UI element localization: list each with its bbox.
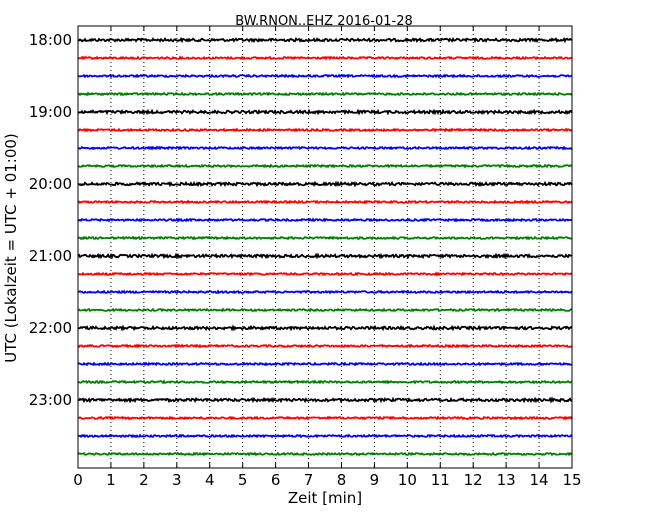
x-tick-label: 12 xyxy=(464,471,483,489)
x-tick-label: 1 xyxy=(106,471,116,489)
x-tick-label: 10 xyxy=(398,471,417,489)
trace-line xyxy=(77,343,573,349)
trace-line xyxy=(77,324,573,332)
vertical-grid xyxy=(110,26,540,468)
chart-title: BW.RNON..EHZ 2016-01-28 xyxy=(235,14,413,29)
trace-line xyxy=(77,235,573,241)
x-tick-label: 2 xyxy=(139,471,149,489)
seismogram-traces xyxy=(77,36,573,457)
x-tick-label: 11 xyxy=(431,471,450,489)
trace-line xyxy=(77,163,573,169)
trace-line xyxy=(77,199,573,205)
trace-line xyxy=(77,73,573,79)
x-tick-label: 9 xyxy=(370,471,380,489)
trace-line xyxy=(77,289,573,295)
x-tick-label: 7 xyxy=(304,471,314,489)
y-axis: 18:00 19:00 20:00 21:00 22:00 23:00 xyxy=(29,31,572,409)
trace-line xyxy=(77,108,573,116)
trace-line xyxy=(77,145,573,151)
trace-line xyxy=(77,415,573,421)
x-tick-label: 14 xyxy=(530,471,549,489)
x-axis: 0 1 2 3 4 5 6 7 8 9 10 11 12 13 14 15 xyxy=(73,26,582,489)
trace-line xyxy=(77,217,573,223)
trace-line xyxy=(77,180,573,188)
y-tick-label: 20:00 xyxy=(29,175,72,193)
y-tick-label: 18:00 xyxy=(29,31,72,49)
plot-frame xyxy=(77,25,573,469)
trace-line xyxy=(77,307,572,313)
trace-line xyxy=(77,271,573,277)
x-tick-label: 4 xyxy=(205,471,215,489)
y-tick-label: 21:00 xyxy=(29,247,72,265)
trace-line xyxy=(77,396,573,404)
y-tick-label: 22:00 xyxy=(29,319,72,337)
x-tick-label: 6 xyxy=(271,471,281,489)
trace-line xyxy=(77,252,573,260)
trace-line xyxy=(77,361,573,367)
x-axis-title: Zeit [min] xyxy=(288,489,362,507)
y-axis-title: UTC (Lokalzeit = UTC + 01:00) xyxy=(2,133,20,363)
trace-line xyxy=(77,36,573,44)
trace-line xyxy=(77,451,573,457)
x-tick-label: 13 xyxy=(497,471,516,489)
trace-line xyxy=(77,91,573,97)
x-tick-label: 3 xyxy=(172,471,182,489)
y-tick-label: 19:00 xyxy=(29,103,72,121)
trace-line xyxy=(77,55,573,61)
trace-line xyxy=(77,433,573,439)
x-tick-label: 15 xyxy=(562,471,581,489)
x-tick-label: 5 xyxy=(238,471,248,489)
x-tick-label: 0 xyxy=(73,471,83,489)
y-tick-label: 23:00 xyxy=(29,391,72,409)
trace-line xyxy=(77,379,573,385)
x-tick-label: 8 xyxy=(337,471,347,489)
trace-line xyxy=(77,127,573,133)
